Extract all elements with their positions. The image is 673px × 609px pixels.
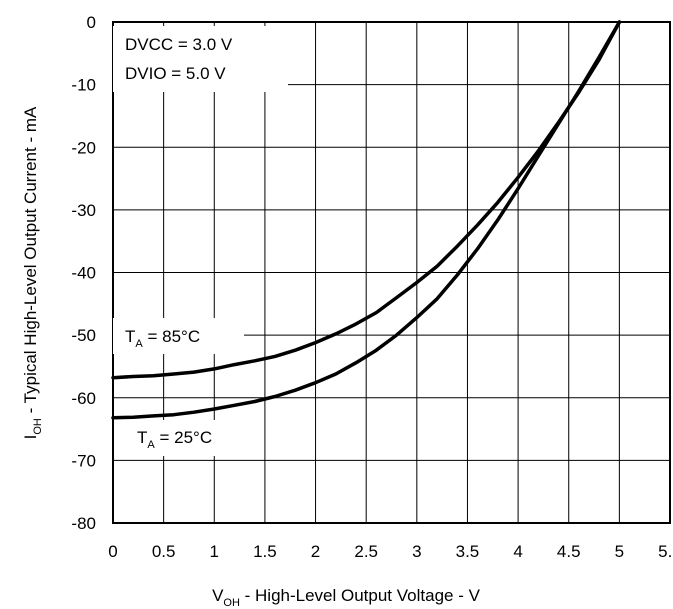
x-axis-title: VOH - High-Level Output Voltage - V: [212, 586, 481, 609]
x-tick-label: 2: [311, 542, 320, 561]
y-axis-title: IOH - Typical High-Level Output Current …: [21, 106, 44, 439]
x-tick-label: 4.5: [557, 542, 581, 561]
conditions-box: [113, 26, 288, 92]
x-tick-label: 1.5: [253, 542, 277, 561]
x-tick-label: 0.5: [152, 542, 176, 561]
y-tick-label: -70: [71, 451, 96, 470]
plot-area-border: [112, 21, 671, 524]
y-tick-label: -10: [71, 76, 96, 95]
condition-dvio: DVIO = 5.0 V: [125, 64, 226, 83]
x-tick-label: 4: [513, 542, 522, 561]
y-tick-label: -30: [71, 201, 96, 220]
x-tick-label: 0: [108, 542, 117, 561]
y-tick-label: 0: [87, 13, 96, 32]
y-tick-label: -40: [71, 264, 96, 283]
y-tick-label: -20: [71, 138, 96, 157]
series-label-25-box: [125, 420, 246, 456]
series-label-25: TA = 25°C: [137, 428, 212, 451]
series-label-85-box: [113, 318, 244, 354]
series-label-85: TA = 85°C: [125, 327, 200, 350]
x-tick-label: 5: [615, 542, 624, 561]
series-line-85c: [111, 20, 622, 380]
y-tick-label: -80: [71, 514, 96, 533]
x-tick-labels: 0 0.5 1 1.5 2 2.5 3 3.5 4 4.5 5 5.5: [108, 542, 673, 561]
condition-dvcc: DVCC = 3.0 V: [125, 35, 233, 54]
x-tick-label: 3.5: [456, 542, 480, 561]
x-tick-label: 5.5: [658, 542, 673, 561]
y-tick-label: -60: [71, 389, 96, 408]
y-tick-label: -50: [71, 326, 96, 345]
x-tick-label: 2.5: [354, 542, 378, 561]
series-line-25c: [111, 20, 622, 420]
x-tick-label: 3: [412, 542, 421, 561]
x-tick-label: 1: [210, 542, 219, 561]
series-lines: [111, 20, 622, 420]
y-tick-labels: 0 -10 -20 -30 -40 -50 -60 -70 -80: [71, 13, 96, 533]
